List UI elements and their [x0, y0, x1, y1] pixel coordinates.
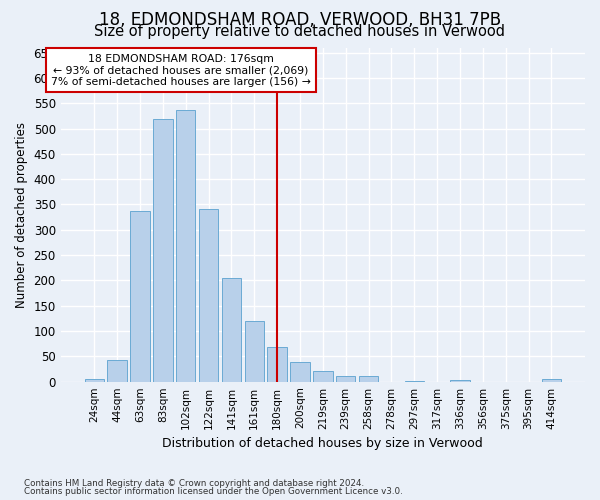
Bar [130, 210, 149, 382]
Bar [450, 380, 470, 382]
Bar [176, 110, 196, 382]
Bar [404, 380, 424, 382]
Text: Size of property relative to detached houses in Verwood: Size of property relative to detached ho… [95, 24, 505, 39]
Y-axis label: Number of detached properties: Number of detached properties [15, 122, 28, 308]
Bar [336, 376, 355, 382]
Bar [107, 360, 127, 382]
Bar [268, 346, 287, 382]
Text: 18, EDMONDSHAM ROAD, VERWOOD, BH31 7PB: 18, EDMONDSHAM ROAD, VERWOOD, BH31 7PB [99, 11, 501, 29]
Bar [290, 362, 310, 382]
Bar [542, 379, 561, 382]
Bar [199, 208, 218, 382]
Bar [313, 370, 332, 382]
Bar [245, 322, 264, 382]
X-axis label: Distribution of detached houses by size in Verwood: Distribution of detached houses by size … [163, 437, 483, 450]
Text: Contains public sector information licensed under the Open Government Licence v3: Contains public sector information licen… [24, 487, 403, 496]
Bar [221, 278, 241, 382]
Text: Contains HM Land Registry data © Crown copyright and database right 2024.: Contains HM Land Registry data © Crown c… [24, 478, 364, 488]
Bar [359, 376, 378, 382]
Text: 18 EDMONDSHAM ROAD: 176sqm
← 93% of detached houses are smaller (2,069)
7% of se: 18 EDMONDSHAM ROAD: 176sqm ← 93% of deta… [51, 54, 311, 87]
Bar [153, 119, 173, 382]
Bar [85, 379, 104, 382]
